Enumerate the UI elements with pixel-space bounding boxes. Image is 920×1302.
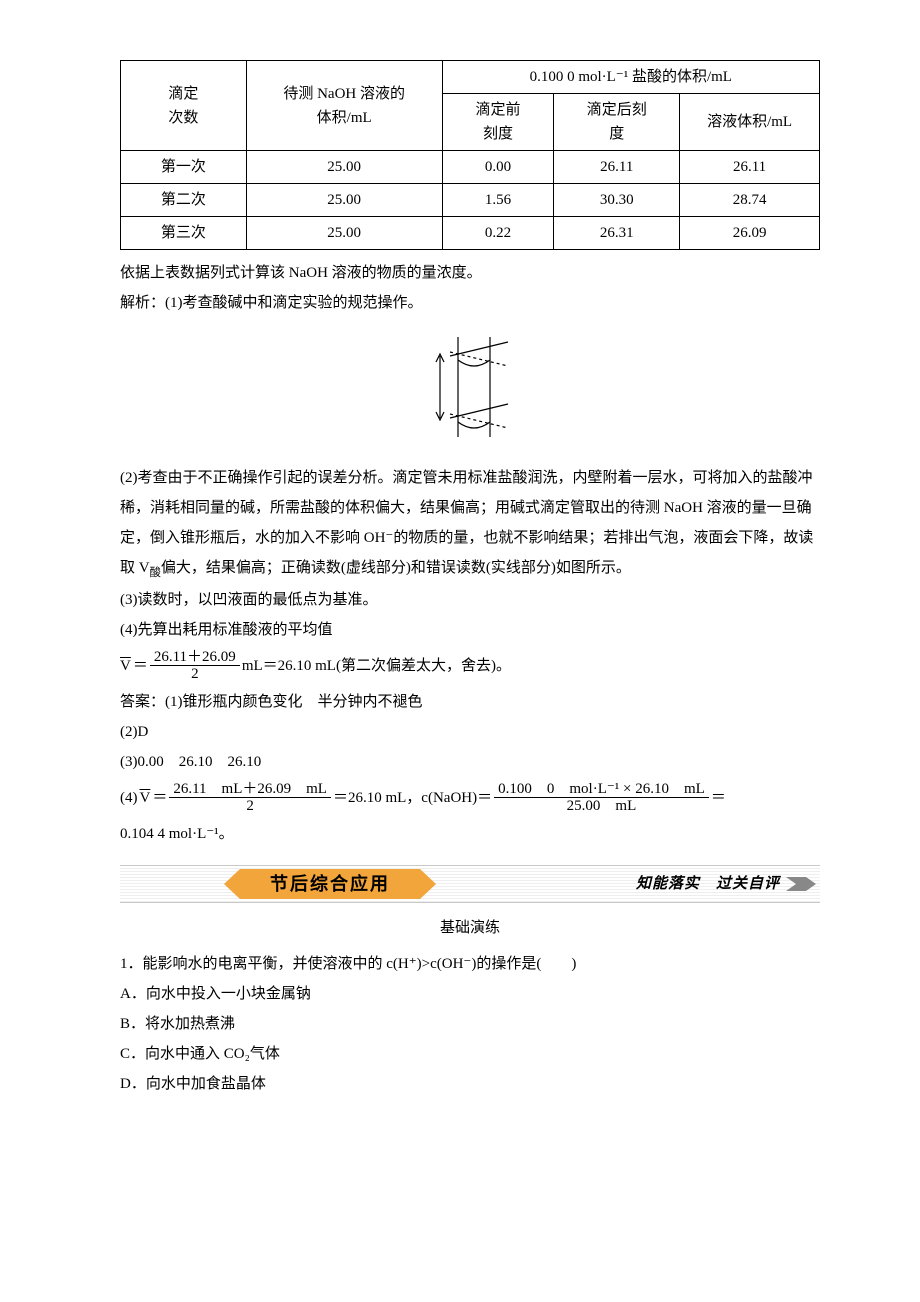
answer-2: (2)D [120, 717, 820, 747]
section-banner: 节后综合应用 知能落实 过关自评 [120, 865, 820, 903]
eq2-lhs: V [140, 783, 151, 813]
question-1-option-c: C．向水中通入 CO₂气体 [120, 1039, 820, 1069]
eq1-fraction: 26.11＋26.09 2 [150, 649, 240, 683]
eq1-lhs: V [120, 651, 131, 681]
table-header-row: 滴定 次数 待测 NaOH 溶液的 体积/mL 0.100 0 mol·L⁻¹ … [121, 61, 820, 94]
eq1-equals: ＝ [133, 651, 148, 681]
cell: 25.00 [246, 217, 442, 250]
eq2-equals: ＝ [152, 783, 167, 813]
eq2-den1: 2 [169, 798, 331, 815]
cell: 26.31 [554, 217, 680, 250]
cell: 26.09 [680, 217, 820, 250]
answer-4-result: 0.104 4 mol·L⁻¹。 [120, 819, 820, 849]
cell: 28.74 [680, 184, 820, 217]
table-row: 第一次 25.00 0.00 26.11 26.11 [121, 151, 820, 184]
cell: 25.00 [246, 151, 442, 184]
eq1-tail: mL＝26.10 mL(第二次偏差太大，舍去)。 [242, 651, 511, 681]
subscript-acid: 酸 [150, 567, 161, 579]
eq2-num1: 26.11 mL＋26.09 mL [169, 781, 331, 799]
cell: 第三次 [121, 217, 247, 250]
cell: 第一次 [121, 151, 247, 184]
titration-data-table: 滴定 次数 待测 NaOH 溶液的 体积/mL 0.100 0 mol·L⁻¹ … [120, 60, 820, 250]
analysis-2: (2)考查由于不正确操作引起的误差分析。滴定管未用标准盐酸润洗，内壁附着一层水，… [120, 463, 820, 585]
th-before: 滴定前 刻度 [442, 94, 554, 151]
question-1-option-b: B．将水加热煮沸 [120, 1009, 820, 1039]
eq2-pre: (4) [120, 783, 138, 813]
cell: 30.30 [554, 184, 680, 217]
burette-reading-diagram [120, 332, 820, 453]
eq2-tail: ＝ [711, 783, 726, 813]
analysis-2-tail: 偏大，结果偏高；正确读数(虚线部分)和错误读数(实线部分)如图所示。 [161, 560, 631, 576]
cell: 26.11 [680, 151, 820, 184]
th-hcl-group: 0.100 0 mol·L⁻¹ 盐酸的体积/mL [442, 61, 819, 94]
th-trial: 滴定 次数 [121, 61, 247, 151]
banner-title: 节后综合应用 [240, 869, 420, 899]
eq2-mid: ＝26.10 mL，c(NaOH)＝ [333, 783, 492, 813]
cell: 26.11 [554, 151, 680, 184]
answer-1: 答案：(1)锥形瓶内颜色变化 半分钟内不褪色 [120, 687, 820, 717]
banner-arrow-icon [786, 877, 820, 891]
analysis-4: (4)先算出耗用标准酸液的平均值 [120, 615, 820, 645]
cell: 25.00 [246, 184, 442, 217]
equation-2: (4) V＝ 26.11 mL＋26.09 mL 2 ＝26.10 mL，c(N… [120, 781, 820, 815]
analysis-1: 解析：(1)考查酸碱中和滴定实验的规范操作。 [120, 288, 820, 318]
cell: 0.00 [442, 151, 554, 184]
question-1-option-d: D．向水中加食盐晶体 [120, 1069, 820, 1099]
table-row: 第二次 25.00 1.56 30.30 28.74 [121, 184, 820, 217]
th-volume: 溶液体积/mL [680, 94, 820, 151]
eq2-frac1: 26.11 mL＋26.09 mL 2 [169, 781, 331, 815]
answer-3: (3)0.00 26.10 26.10 [120, 747, 820, 777]
intro-text: 依据上表数据列式计算该 NaOH 溶液的物质的量浓度。 [120, 258, 820, 288]
banner-subtitle: 知能落实 过关自评 [636, 869, 780, 899]
equation-1: V＝ 26.11＋26.09 2 mL＝26.10 mL(第二次偏差太大，舍去)… [120, 649, 820, 683]
diagram-svg [410, 332, 530, 442]
practice-heading: 基础演练 [120, 913, 820, 943]
eq1-den: 2 [150, 666, 240, 683]
question-1-option-a: A．向水中投入一小块金属钠 [120, 979, 820, 1009]
eq1-num: 26.11＋26.09 [150, 649, 240, 667]
th-after: 滴定后刻 度 [554, 94, 680, 151]
eq2-frac2: 0.100 0 mol·L⁻¹ × 26.10 mL 25.00 mL [494, 781, 709, 815]
cell: 第二次 [121, 184, 247, 217]
eq2-den2: 25.00 mL [494, 798, 709, 815]
cell: 0.22 [442, 217, 554, 250]
question-1-stem: 1．能影响水的电离平衡，并使溶液中的 c(H⁺)>c(OH⁻)的操作是( ) [120, 949, 820, 979]
cell: 1.56 [442, 184, 554, 217]
table-row: 第三次 25.00 0.22 26.31 26.09 [121, 217, 820, 250]
analysis-3: (3)读数时，以凹液面的最低点为基准。 [120, 585, 820, 615]
th-naoh-vol: 待测 NaOH 溶液的 体积/mL [246, 61, 442, 151]
eq2-num2: 0.100 0 mol·L⁻¹ × 26.10 mL [494, 781, 709, 799]
